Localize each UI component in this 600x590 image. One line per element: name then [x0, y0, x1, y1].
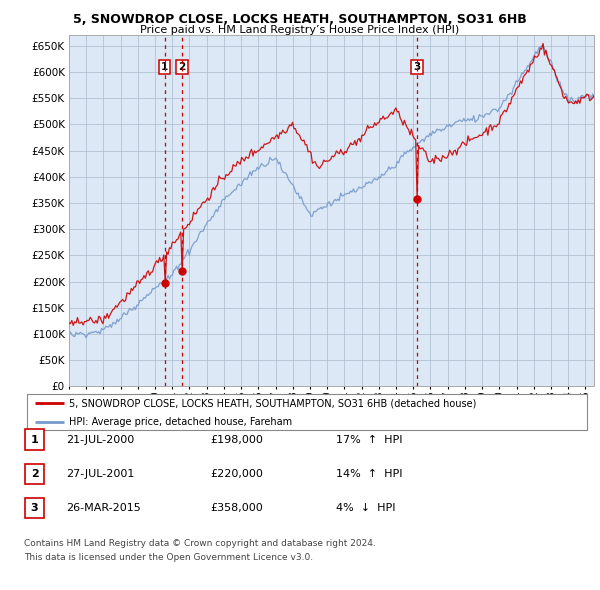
Text: 21-JUL-2000: 21-JUL-2000	[66, 435, 134, 444]
Text: 26-MAR-2015: 26-MAR-2015	[66, 503, 141, 513]
Text: Contains HM Land Registry data © Crown copyright and database right 2024.: Contains HM Land Registry data © Crown c…	[24, 539, 376, 548]
Text: £198,000: £198,000	[210, 435, 263, 444]
Text: 3: 3	[31, 503, 38, 513]
Text: 2: 2	[178, 62, 186, 72]
Text: 2: 2	[31, 469, 38, 478]
Text: £358,000: £358,000	[210, 503, 263, 513]
FancyBboxPatch shape	[27, 394, 587, 430]
Text: 4%  ↓  HPI: 4% ↓ HPI	[336, 503, 395, 513]
Text: 3: 3	[413, 62, 421, 72]
FancyBboxPatch shape	[25, 498, 44, 518]
Text: This data is licensed under the Open Government Licence v3.0.: This data is licensed under the Open Gov…	[24, 553, 313, 562]
Text: Price paid vs. HM Land Registry’s House Price Index (HPI): Price paid vs. HM Land Registry’s House …	[140, 25, 460, 35]
Text: 14%  ↑  HPI: 14% ↑ HPI	[336, 469, 403, 478]
Text: 1: 1	[31, 435, 38, 444]
Text: 17%  ↑  HPI: 17% ↑ HPI	[336, 435, 403, 444]
Text: 1: 1	[161, 62, 168, 72]
Text: 5, SNOWDROP CLOSE, LOCKS HEATH, SOUTHAMPTON, SO31 6HB (detached house): 5, SNOWDROP CLOSE, LOCKS HEATH, SOUTHAMP…	[70, 398, 477, 408]
FancyBboxPatch shape	[25, 464, 44, 484]
Text: HPI: Average price, detached house, Fareham: HPI: Average price, detached house, Fare…	[70, 417, 292, 427]
FancyBboxPatch shape	[25, 430, 44, 450]
Text: £220,000: £220,000	[210, 469, 263, 478]
Text: 5, SNOWDROP CLOSE, LOCKS HEATH, SOUTHAMPTON, SO31 6HB: 5, SNOWDROP CLOSE, LOCKS HEATH, SOUTHAMP…	[73, 13, 527, 26]
Text: 27-JUL-2001: 27-JUL-2001	[66, 469, 134, 478]
